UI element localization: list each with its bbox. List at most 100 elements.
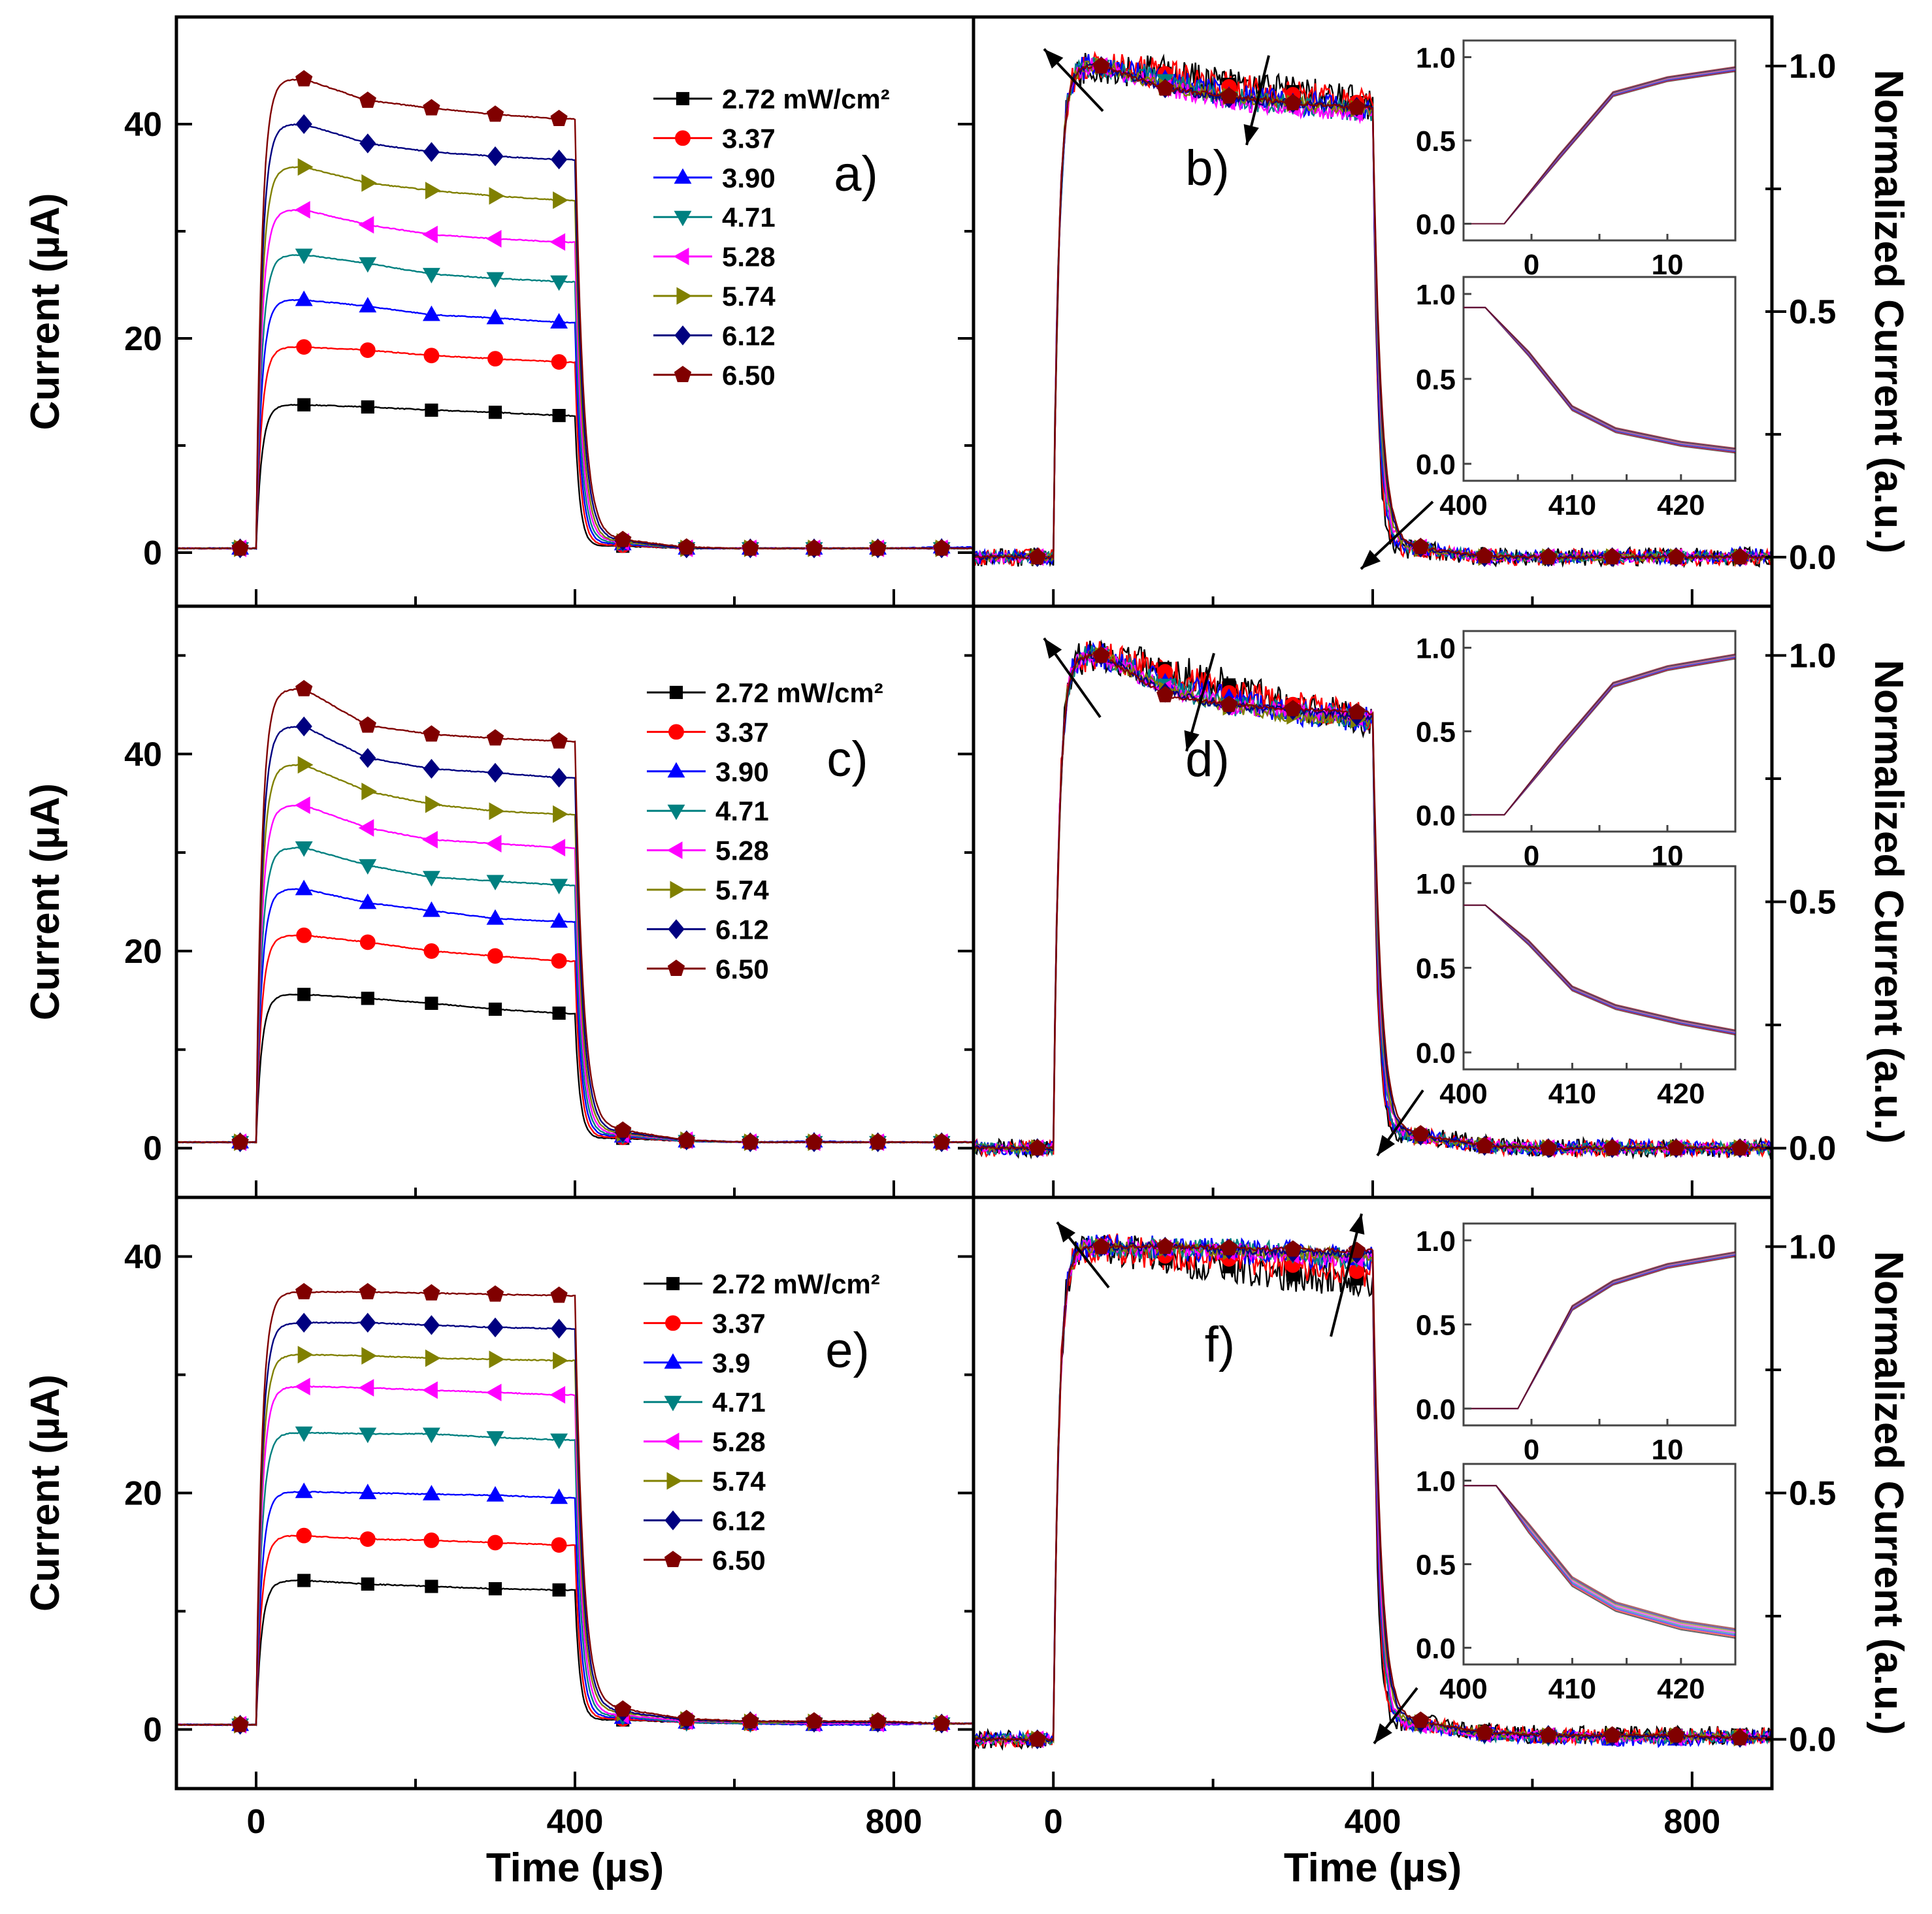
data-point-marker bbox=[549, 1386, 566, 1404]
inset-x-tick-label: 410 bbox=[1548, 489, 1596, 521]
inset-frame bbox=[1462, 276, 1737, 482]
data-point-marker bbox=[1092, 646, 1110, 663]
panel-label: c) bbox=[827, 732, 868, 787]
panel-label: f) bbox=[1205, 1317, 1235, 1372]
data-point-marker bbox=[552, 408, 566, 423]
inset-x-tick-label: 400 bbox=[1439, 1673, 1487, 1705]
inset-rise: 0.0 0.5 1.0 0 10 bbox=[1416, 1222, 1737, 1466]
legend-marker bbox=[663, 1433, 679, 1451]
y-tick-label: 20 bbox=[124, 320, 162, 358]
inset-series-line bbox=[1464, 306, 1736, 449]
legend-label: 3.9 bbox=[712, 1348, 750, 1378]
legend-label: 5.74 bbox=[722, 281, 776, 312]
data-point-marker bbox=[614, 530, 632, 547]
data-point-marker bbox=[297, 1346, 314, 1364]
data-point-marker bbox=[359, 716, 376, 733]
data-point-marker bbox=[486, 875, 504, 891]
data-point-marker bbox=[1539, 1139, 1557, 1156]
legend-marker bbox=[664, 1550, 682, 1567]
data-point-marker bbox=[1603, 548, 1621, 565]
data-point-marker bbox=[486, 1431, 504, 1447]
data-point-marker bbox=[1156, 1237, 1174, 1254]
data-point-marker bbox=[361, 783, 378, 801]
data-point-marker bbox=[489, 1350, 505, 1369]
inset-y-tick-label: 0.5 bbox=[1416, 1310, 1456, 1342]
data-point-marker bbox=[295, 290, 313, 306]
data-point-marker bbox=[1731, 1728, 1749, 1745]
data-point-marker bbox=[486, 105, 504, 122]
data-point-marker bbox=[423, 99, 440, 116]
y-tick-label: 40 bbox=[124, 736, 162, 773]
x-tick-label: 400 bbox=[1345, 1803, 1401, 1841]
data-point-marker bbox=[359, 1531, 376, 1547]
data-point-marker bbox=[1412, 1711, 1430, 1728]
x-tick-label: 0 bbox=[1044, 1803, 1063, 1841]
legend-label: 6.50 bbox=[715, 954, 769, 984]
data-point-marker bbox=[423, 1315, 440, 1335]
panel-label: a) bbox=[834, 146, 878, 202]
data-point-marker bbox=[422, 1427, 440, 1444]
inset-x-tick-label: 400 bbox=[1439, 489, 1487, 521]
legend-label: 6.12 bbox=[712, 1505, 766, 1536]
data-point-marker bbox=[423, 725, 440, 742]
data-point-marker bbox=[1539, 548, 1557, 565]
inset-x-tick-label: 10 bbox=[1652, 249, 1684, 281]
legend-marker bbox=[674, 210, 692, 227]
data-point-marker bbox=[361, 174, 378, 192]
data-point-marker bbox=[486, 1485, 504, 1502]
y-axis-title-right: Normalized Current (a.u.) bbox=[1866, 1251, 1911, 1735]
plot-area-f bbox=[974, 1233, 1772, 1751]
legend-label: 4.71 bbox=[722, 202, 776, 233]
legend-label: 4.71 bbox=[715, 796, 769, 826]
data-point-marker bbox=[297, 158, 314, 176]
inset-frame bbox=[1462, 1222, 1737, 1427]
data-point-marker bbox=[550, 912, 568, 928]
data-point-marker bbox=[1092, 1237, 1110, 1254]
inset-x-tick-label: 420 bbox=[1657, 1078, 1705, 1110]
legend-marker bbox=[664, 1353, 682, 1369]
data-point-marker bbox=[678, 1131, 695, 1148]
legend-marker bbox=[664, 1395, 682, 1412]
data-point-marker bbox=[614, 1121, 632, 1138]
inset-x-tick-label: 410 bbox=[1548, 1078, 1596, 1110]
legend-marker bbox=[676, 91, 690, 106]
data-point-marker bbox=[550, 149, 568, 170]
inset-decay: 0.0 0.5 1.0 400 410 420 bbox=[1416, 865, 1737, 1110]
data-point-marker bbox=[1284, 1240, 1302, 1257]
inset-y-tick-label: 0.0 bbox=[1416, 449, 1456, 481]
data-point-marker bbox=[486, 308, 504, 325]
data-point-marker bbox=[1475, 547, 1494, 564]
data-point-marker bbox=[742, 1133, 759, 1150]
inset-y-tick-label: 0.0 bbox=[1416, 1037, 1456, 1069]
data-point-marker bbox=[488, 1582, 502, 1596]
inset-y-tick-label: 0.5 bbox=[1416, 953, 1456, 985]
data-point-marker bbox=[551, 1537, 567, 1553]
plot-area-b bbox=[974, 50, 1772, 568]
panel-label: b) bbox=[1185, 140, 1230, 196]
inset-y-tick-label: 0.5 bbox=[1416, 1549, 1456, 1581]
annotation-arrow bbox=[1376, 1089, 1424, 1157]
data-point-marker bbox=[485, 1384, 502, 1402]
data-point-marker bbox=[295, 248, 313, 265]
legend-marker bbox=[670, 881, 686, 899]
data-point-marker bbox=[422, 831, 438, 849]
data-point-marker bbox=[486, 729, 504, 746]
inset-y-tick-label: 0.0 bbox=[1416, 800, 1456, 832]
data-point-marker bbox=[359, 859, 377, 875]
y-tick-label: 0 bbox=[143, 534, 162, 572]
legend-label: 3.37 bbox=[715, 717, 769, 747]
data-point-marker bbox=[1667, 1139, 1685, 1156]
plot-area-a bbox=[176, 70, 974, 559]
data-point-marker bbox=[423, 348, 440, 364]
inset-y-tick-label: 0.0 bbox=[1416, 209, 1456, 241]
legend-marker bbox=[673, 248, 689, 266]
data-point-marker bbox=[231, 539, 249, 556]
data-point-marker bbox=[294, 1378, 310, 1396]
data-point-marker bbox=[553, 1352, 568, 1370]
legend-label: 4.71 bbox=[712, 1387, 766, 1418]
legend-label: 5.74 bbox=[712, 1466, 766, 1497]
legend-marker bbox=[667, 762, 685, 778]
data-point-marker bbox=[295, 70, 313, 87]
y-tick-label-right: 0.5 bbox=[1789, 1475, 1836, 1513]
